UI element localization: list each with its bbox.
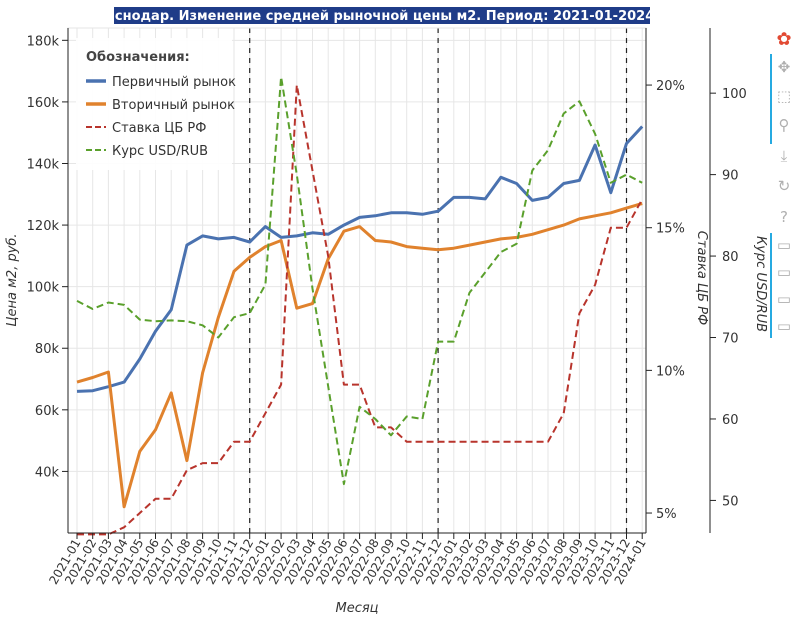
box-zoom-icon[interactable]: ⬚ [776,87,792,105]
rate-tick-label: 20% [656,79,685,94]
price-tick-label: 40k [35,465,60,480]
series-line-1 [76,202,643,509]
y3-axis-label: Курс USD/RUB [753,236,768,332]
active-tool-indicator [770,233,772,338]
usd-tick-label: 70 [722,332,739,347]
price-tick-label: 120k [27,219,60,234]
price-tick-label: 180k [27,34,60,49]
series-line-2 [77,84,644,536]
series-lines [76,75,644,536]
title-background [114,7,650,24]
legend: Обозначения: Первичный рынок Вторичный ры… [76,38,236,170]
help-icon[interactable]: ? [780,208,788,226]
hover-tooltip-icon[interactable]: ▭ [776,317,792,335]
wheel-zoom-icon[interactable]: ⚲ [778,116,790,134]
hover-tooltip-icon[interactable]: ▭ [776,236,792,254]
active-tool-indicator [770,54,772,84]
price-tick-label: 60k [35,404,60,419]
rate-tick-label: 15% [656,222,685,237]
active-tool-indicator [770,84,772,144]
usd-tick-label: 80 [722,250,739,265]
legend-label: Вторичный рынок [112,98,235,113]
save-download-icon[interactable]: ⤓ [780,147,788,165]
legend-label: Первичный рынок [112,75,236,90]
hover-tooltip-icon[interactable]: ▭ [776,263,792,281]
chart-title: Краснодар. Изменение средней рыночной це… [86,9,678,24]
legend-title: Обозначения: [86,50,190,65]
y-axis-label: Цена м2, руб. [5,233,20,326]
usd-tick-label: 60 [722,413,739,428]
bokeh-logo-icon: ✿ [776,28,792,50]
usd-tick-label: 50 [722,494,739,509]
price-tick-label: 100k [27,281,60,296]
legend-label: Ставка ЦБ РФ [112,121,206,136]
price-tick-label: 160k [27,96,60,111]
month-axis: 2021-012021-022021-032021-042021-052021-… [46,532,649,587]
legend-label: Курс USD/RUB [112,144,208,159]
x-axis-label: Месяц [335,601,378,616]
rate-axis: 5% 10% 15% 20% [645,28,685,533]
pan-move-icon[interactable]: ✥ [777,58,791,76]
chart-toolbar: ✿ ✥ ⬚ ⚲ ⤓ ↻? ▭ ▭ ▭ ▭ [770,28,800,358]
price-tick-label: 80k [35,342,60,357]
series-line-0 [76,125,644,393]
hover-tooltip-icon[interactable]: ▭ [776,290,792,308]
usd-tick-label: 90 [722,169,739,184]
price-tick-label: 140k [27,157,60,172]
usd-tick-label: 100 [722,87,747,102]
usd-axis: 50 60 70 80 90 100 [709,28,747,533]
series-line-3 [76,75,643,486]
reset-icon[interactable]: ↻ [777,177,791,195]
year-separators [249,28,628,533]
y2-axis-label: Ставка ЦБ РФ [694,231,709,325]
rate-tick-label: 5% [656,507,677,522]
rate-tick-label: 10% [656,364,685,379]
price-axis: 40k 60k 80k 100k 120k 140k 160k 180k [27,28,69,533]
